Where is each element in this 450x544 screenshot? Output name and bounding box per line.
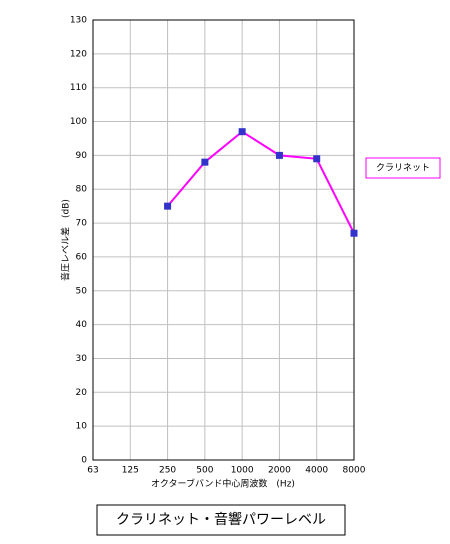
- data-point: [201, 158, 209, 166]
- chart-title: クラリネット・音響パワーレベル: [116, 511, 326, 528]
- x-tick-label: 250: [159, 466, 176, 476]
- y-tick-label: 120: [70, 49, 87, 59]
- y-tick-label: 30: [76, 354, 88, 364]
- y-axis-label: 音圧レベル差 (dB): [60, 199, 72, 281]
- y-tick-label: 90: [76, 151, 88, 161]
- x-tick-label: 8000: [343, 466, 366, 476]
- x-tick-label: 1000: [231, 466, 254, 476]
- y-tick-label: 80: [76, 185, 88, 195]
- y-tick-label: 20: [76, 388, 88, 398]
- data-point: [164, 202, 172, 210]
- data-point: [238, 128, 246, 136]
- x-tick-label: 4000: [305, 466, 328, 476]
- x-tick-label: 500: [196, 466, 213, 476]
- plot-frame: [92, 19, 355, 461]
- title-box: [96, 504, 346, 536]
- y-tick-label: 40: [76, 320, 88, 330]
- data-point: [313, 155, 321, 163]
- x-tick-label: 2000: [268, 466, 291, 476]
- y-tick-label: 110: [70, 83, 87, 93]
- y-tick-label: 0: [81, 456, 87, 466]
- y-tick-label: 50: [76, 286, 88, 296]
- y-tick-label: 100: [70, 117, 87, 127]
- y-tick-label: 10: [76, 422, 88, 432]
- data-line: [166, 130, 355, 234]
- legend-label: クラリネット: [376, 163, 430, 174]
- data-point: [275, 151, 283, 159]
- y-tick-label: 70: [76, 219, 88, 229]
- x-axis-label: オクターブバンド中心周波数 (Hz): [151, 478, 295, 490]
- legend-box: [365, 157, 441, 179]
- y-tick-label: 60: [76, 252, 88, 262]
- data-point: [350, 229, 358, 237]
- y-tick-label: 130: [70, 16, 87, 26]
- x-tick-label: 63: [87, 466, 98, 476]
- x-tick-label: 125: [122, 466, 139, 476]
